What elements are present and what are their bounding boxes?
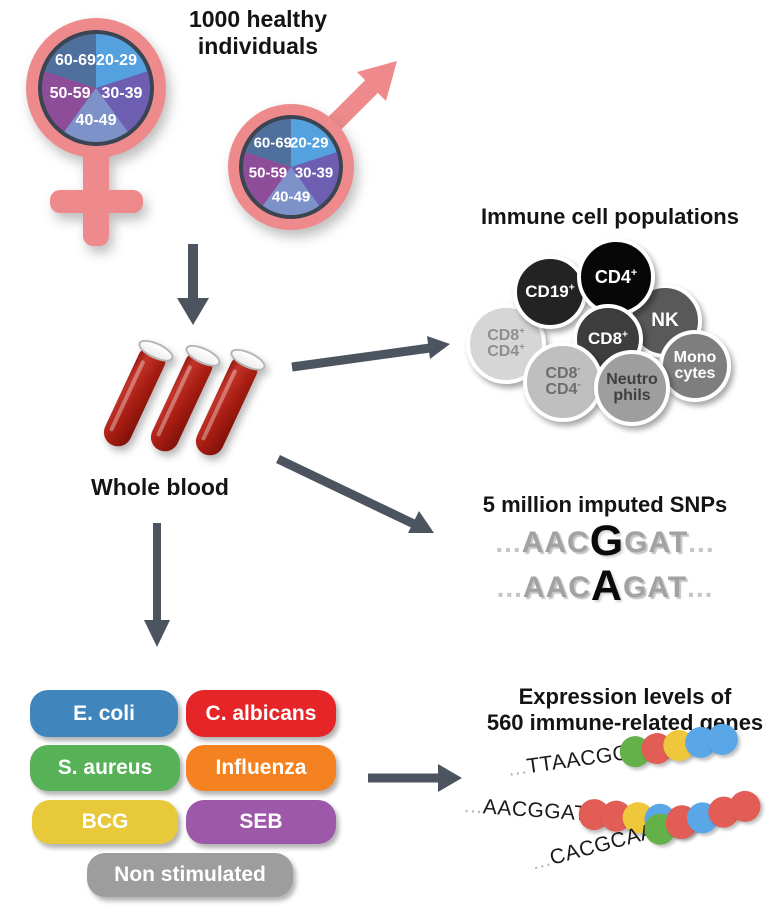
cell-cd8neg-cd4neg: CD8- CD4- [523,342,603,422]
cell-neutrophils: Neutro phils [594,350,670,426]
stimulation-saureus: S. aureus [30,745,180,791]
pie-label-60-69: 60-69 [55,52,96,69]
cohort-title-line2: individuals [197,33,319,59]
pie-label-30-39: 30-39 [101,85,143,103]
female-cross-horizontal [50,190,143,213]
cell-cd19pos: CD19+ [513,255,587,329]
female-ring: 20-29 30-39 40-49 50-59 60-69 [26,18,166,158]
stimulation-influenza: Influenza [186,745,336,791]
cell-monocytes: Mono cytes [659,330,731,402]
pie-label-40-49: 40-49 [75,112,117,130]
male-pie-ring: 20-29 30-39 40-49 50-59 60-69 [239,115,343,219]
female-symbol-icon: 20-29 30-39 40-49 50-59 60-69 [26,18,166,250]
immune-title: Immune cell populations [481,204,739,229]
pie-label-20-29: 20-29 [290,134,329,152]
snp-sequences: ...AACGGAT... ...AACAGAT... [440,517,770,612]
gene-sequence: AACGGAT [482,794,589,826]
pie-label-20-29: 20-29 [96,52,137,69]
cohort-title-line1: 1000 healthy [188,6,328,32]
female-age-pie: 20-29 30-39 40-49 50-59 60-69 [42,34,150,142]
snp-sequence-row: ...AACAGAT... [496,562,714,610]
expression-title-line1: Expression levels of [518,684,732,709]
male-symbol-icon: 20-29 30-39 40-49 50-59 60-69 [228,104,354,230]
snp-variant-allele: A [590,562,623,610]
male-arrow [327,61,397,131]
arrow-blood-to-cells-icon [291,336,450,372]
male-age-pie: 20-29 30-39 40-49 50-59 60-69 [243,119,339,215]
snps-title: 5 million imputed SNPs [482,492,728,517]
pie-label-50-59: 50-59 [49,85,91,103]
stimulation-seb: SEB [186,800,336,844]
stimulation-ecoli: E. coli [30,690,178,737]
arrow-stimulations-to-expression-icon [368,764,462,792]
pie-label-30-39: 30-39 [294,164,334,182]
pie-label-60-69: 60-69 [253,134,292,152]
cohort-title: 1000 healthy individuals [156,6,360,60]
female-pie-ring: 20-29 30-39 40-49 50-59 60-69 [38,30,154,146]
snp-sequence-row: ...AACGGAT... [495,517,715,565]
expression-title: Expression levels of 560 immune-related … [465,684,771,736]
arrow-blood-to-stimulations-icon [144,523,170,647]
stimulation-calbicans: C. albicans [186,690,336,737]
arrow-cohort-to-blood-icon [177,244,209,325]
pie-label-40-49: 40-49 [271,188,311,206]
stimulation-bcg: BCG [32,800,178,844]
pie-label-50-59: 50-59 [248,164,288,182]
snp-variant-allele: G [589,517,625,565]
male-ring: 20-29 30-39 40-49 50-59 60-69 [228,104,354,230]
stimulation-nonstimulated: Non stimulated [87,853,293,897]
arrow-blood-to-snps-icon [276,454,434,533]
whole-blood-label: Whole blood [91,474,229,500]
